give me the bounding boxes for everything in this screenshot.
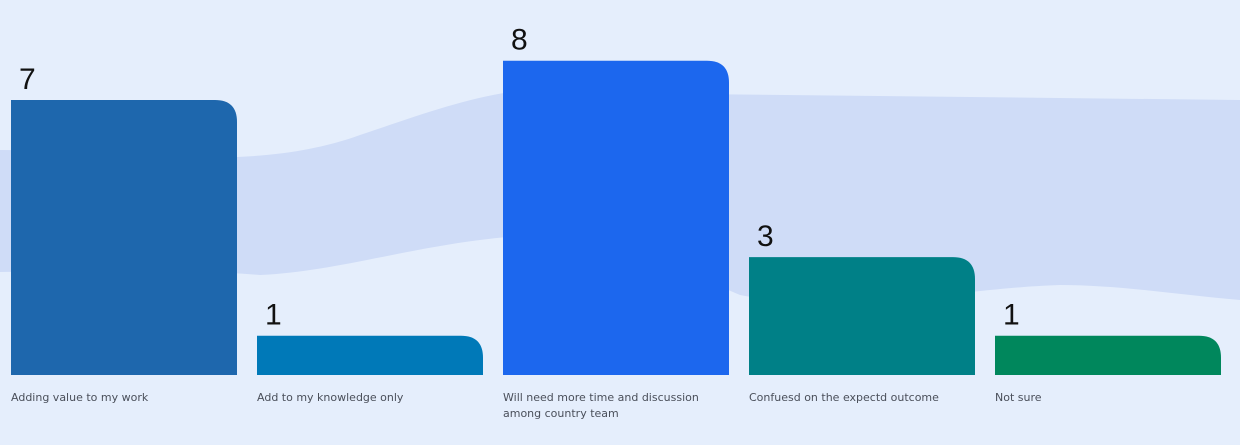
bar-1	[11, 100, 237, 375]
category-label-4: Confuesd on the expectd outcome	[749, 391, 939, 404]
category-label-2: Add to my knowledge only	[257, 391, 404, 404]
value-label-2: 1	[265, 299, 282, 332]
category-label-1: Adding value to my work	[11, 391, 149, 404]
value-label-3: 8	[511, 24, 528, 57]
category-label-5: Not sure	[995, 391, 1042, 404]
bar-4	[749, 257, 975, 375]
category-labels-group: Adding value to my work Add to my knowled…	[11, 391, 1042, 420]
bar-2	[257, 335, 483, 375]
category-label-3: Will need more time and discussion among …	[503, 391, 699, 420]
bar-5	[995, 335, 1221, 375]
value-label-5: 1	[1003, 299, 1020, 332]
value-labels-group: 7 1 8 3 1	[19, 24, 1020, 332]
bar-3	[503, 60, 729, 375]
bars-group	[11, 60, 1221, 375]
value-label-1: 7	[19, 63, 36, 96]
value-label-4: 3	[757, 220, 774, 253]
